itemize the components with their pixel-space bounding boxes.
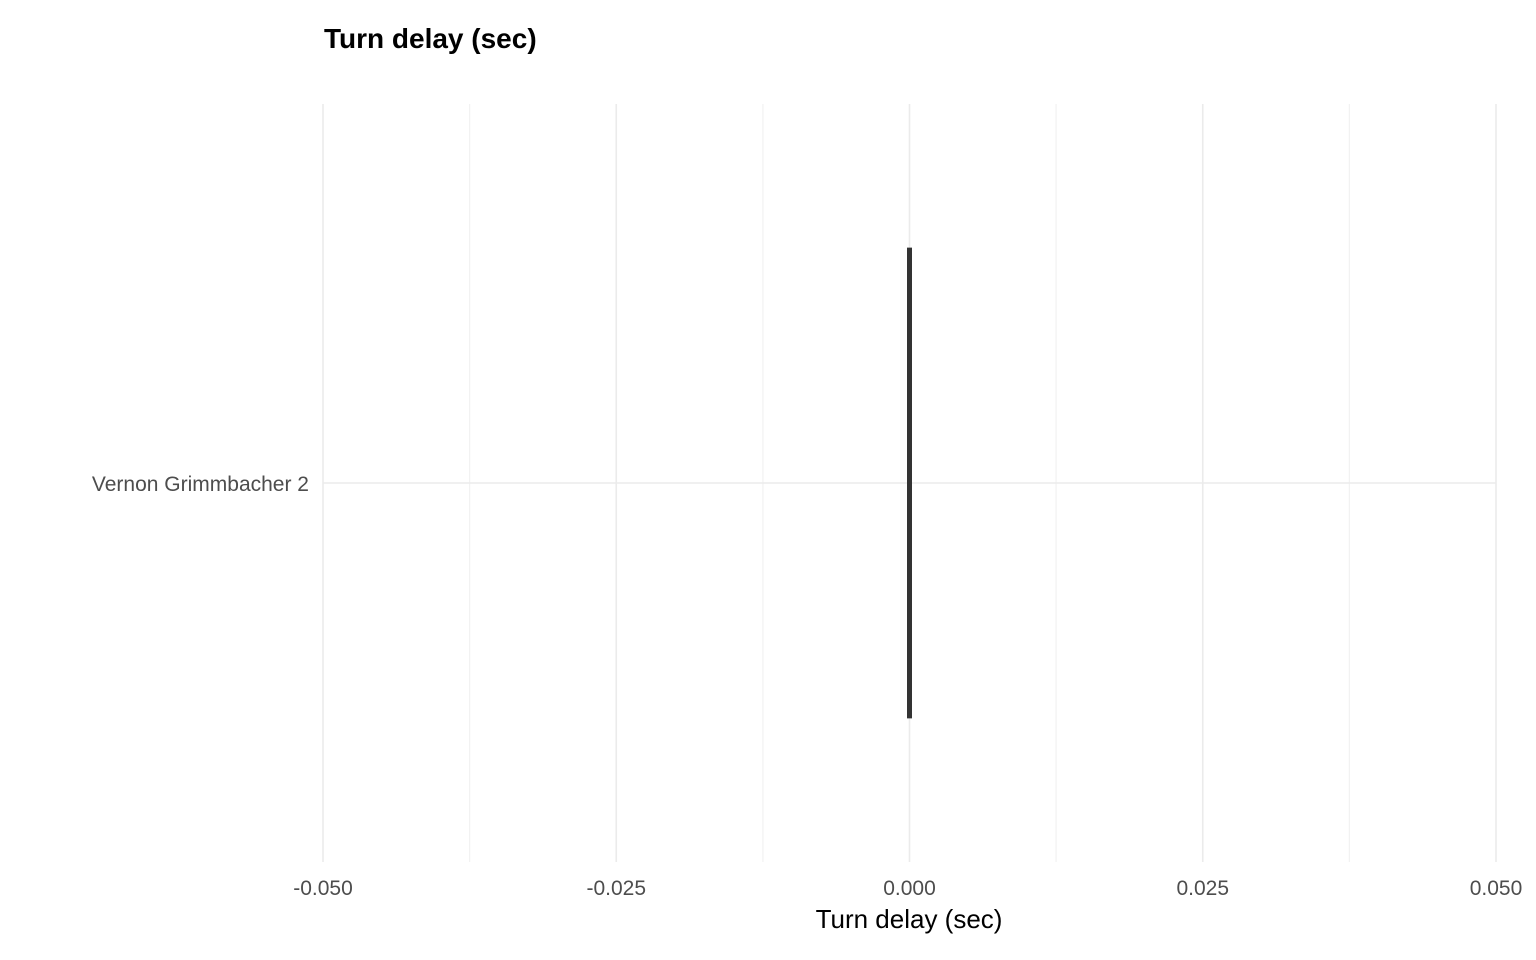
y-tick-label: Vernon Grimmbacher 2 (92, 473, 309, 496)
grid (322, 104, 1497, 862)
x-tick-labels: -0.050 -0.025 0.000 0.025 0.050 (293, 877, 1522, 900)
x-tick-label: 0.025 (1176, 877, 1229, 900)
x-tick-label: 0.050 (1470, 877, 1523, 900)
y-tick-labels: Vernon Grimmbacher 2 (92, 473, 309, 496)
x-tick-label: -0.025 (586, 877, 646, 900)
x-tick-label: -0.050 (293, 877, 353, 900)
x-axis-title: Turn delay (sec) (816, 904, 1003, 934)
x-tick-label: 0.000 (883, 877, 936, 900)
chart-title: Turn delay (sec) (324, 23, 537, 54)
